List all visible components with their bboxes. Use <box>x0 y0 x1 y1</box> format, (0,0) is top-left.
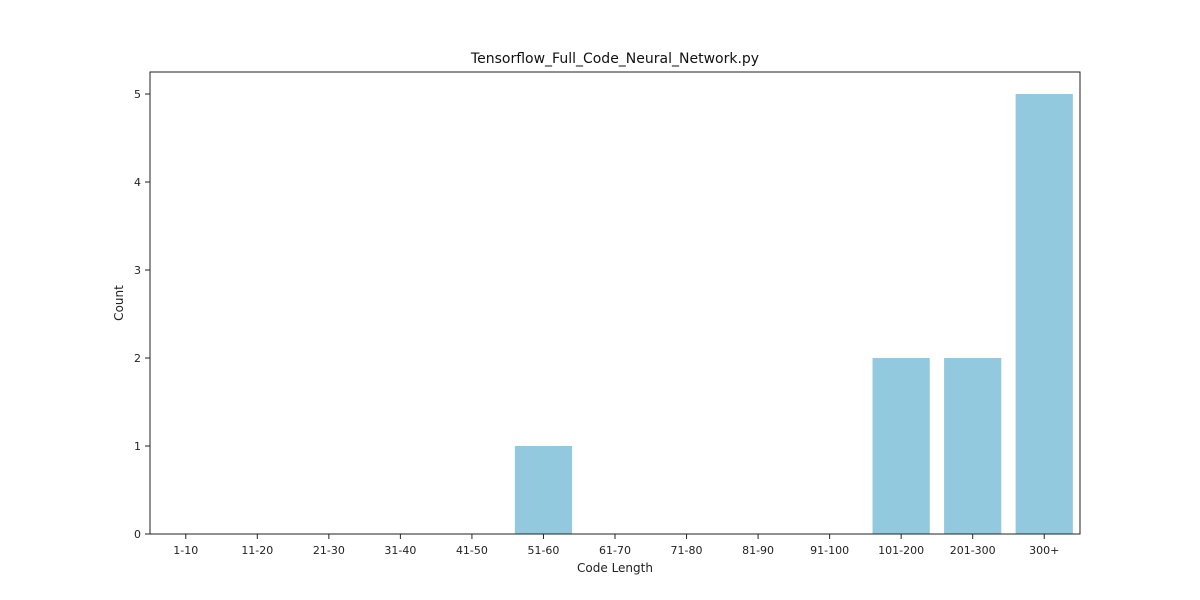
x-tick-label: 61-70 <box>599 544 631 557</box>
plot-frame <box>149 71 1081 535</box>
x-tick-label: 51-60 <box>527 544 559 557</box>
bar-51-60 <box>514 446 573 534</box>
x-axis-ticks: 1-10 11-20 21-30 31-40 41-50 51-60 61-70 71-80 8… <box>173 534 1059 557</box>
y-axis-ticks: 0 1 2 3 4 5 <box>134 88 150 541</box>
x-tick-label: 21-30 <box>313 544 345 557</box>
bar-201-300 <box>944 358 1002 534</box>
x-tick-label: 300+ <box>1029 544 1059 557</box>
x-tick-label: 91-100 <box>810 544 849 557</box>
x-tick-label: 101-200 <box>878 544 924 557</box>
chart-title: Tensorflow_Full_Code_Neural_Network.py <box>470 51 759 67</box>
y-tick-label: 1 <box>134 440 141 453</box>
x-tick-label: 81-90 <box>742 544 774 557</box>
bars-layer <box>514 94 1073 534</box>
y-axis-label: Count <box>112 285 126 321</box>
x-axis-label: Code Length <box>577 561 653 575</box>
x-tick-label: 31-40 <box>384 544 416 557</box>
y-tick-label: 4 <box>134 176 141 189</box>
bar-300+ <box>1015 94 1073 534</box>
x-tick-label: 11-20 <box>241 544 273 557</box>
x-tick-label: 1-10 <box>173 544 198 557</box>
y-tick-label: 0 <box>134 528 141 541</box>
x-tick-label: 41-50 <box>456 544 488 557</box>
bar-101-200 <box>872 358 930 534</box>
y-tick-label: 5 <box>134 88 141 101</box>
x-tick-label: 71-80 <box>671 544 703 557</box>
x-tick-label: 201-300 <box>950 544 996 557</box>
y-tick-label: 3 <box>134 264 141 277</box>
y-tick-label: 2 <box>134 352 141 365</box>
